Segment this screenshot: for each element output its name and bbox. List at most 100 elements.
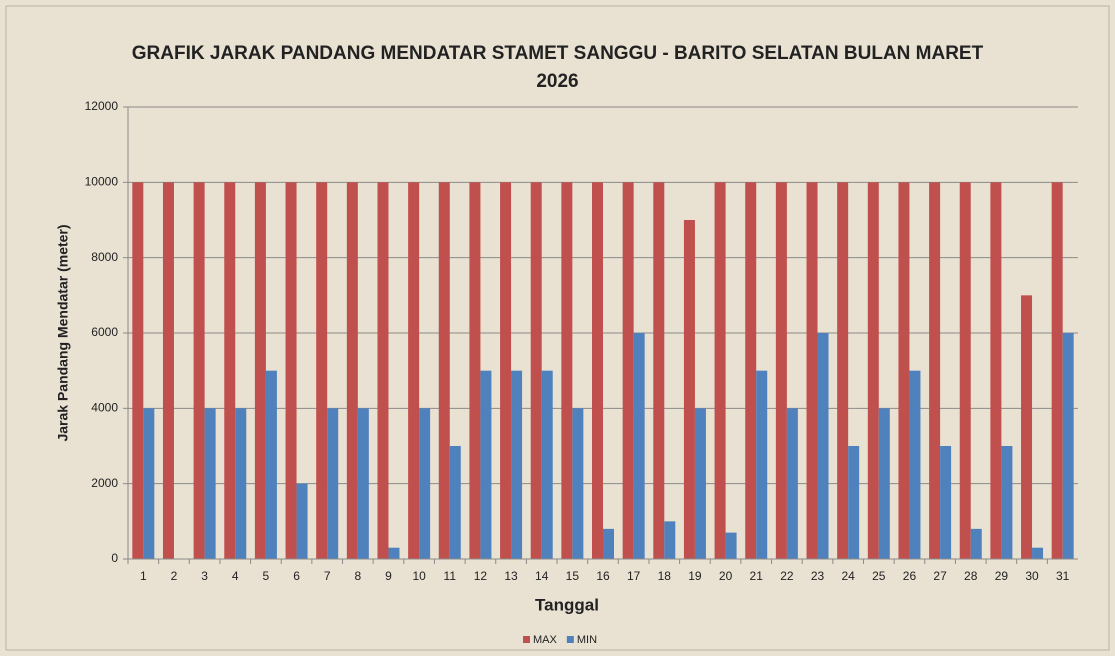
bar: [224, 182, 236, 560]
bar: [346, 182, 358, 560]
y-axis-label: Jarak Pandang Mendatar (meter): [55, 224, 71, 441]
bar: [683, 220, 695, 559]
bar: [480, 370, 492, 559]
bar: [878, 408, 890, 559]
y-tick-label: 4000: [91, 401, 118, 415]
bar: [898, 182, 910, 560]
bar: [786, 408, 798, 559]
bar: [500, 182, 512, 560]
legend-label: MIN: [577, 634, 597, 646]
bar: [622, 182, 634, 560]
bar: [204, 408, 216, 559]
bar: [603, 528, 614, 559]
bar: [572, 408, 584, 559]
x-tick-label: 26: [903, 569, 917, 583]
x-tick-label: 9: [385, 569, 392, 583]
x-tick-label: 20: [719, 569, 733, 583]
bar: [970, 528, 982, 559]
bar: [388, 547, 400, 559]
x-tick-label: 7: [324, 569, 331, 583]
bar: [664, 521, 676, 559]
bar: [438, 182, 450, 560]
x-tick-label: 15: [566, 569, 580, 583]
bar: [694, 408, 706, 559]
bar: [235, 408, 247, 559]
x-tick-label: 31: [1056, 569, 1070, 583]
bar: [1032, 547, 1044, 559]
bar: [449, 446, 461, 559]
x-tick-label: 8: [354, 569, 361, 583]
x-tick-label: 5: [263, 569, 270, 583]
bar: [377, 182, 389, 560]
bar: [592, 182, 603, 560]
bar: [265, 370, 277, 559]
x-tick-label: 24: [841, 569, 855, 583]
bar: [714, 182, 726, 560]
y-tick-label: 8000: [91, 250, 118, 264]
bar: [775, 182, 787, 560]
x-tick-label: 22: [780, 569, 794, 583]
bar: [561, 182, 573, 560]
bar: [909, 370, 921, 559]
x-tick-label: 2: [171, 569, 178, 583]
y-tick-label: 12000: [85, 99, 119, 113]
bar: [867, 182, 879, 560]
x-tick-label: 28: [964, 569, 978, 583]
bar: [633, 333, 645, 559]
x-tick-label: 1: [140, 569, 147, 583]
bar: [357, 408, 369, 559]
x-tick-label: 6: [293, 569, 300, 583]
bar: [806, 182, 818, 560]
bar: [1051, 182, 1063, 560]
bar: [162, 182, 174, 560]
y-tick-label: 6000: [91, 325, 118, 339]
x-tick-label: 3: [201, 569, 208, 583]
y-tick-label: 0: [111, 551, 118, 565]
x-tick-label: 16: [596, 569, 610, 583]
bar: [254, 182, 266, 560]
bar: [132, 182, 144, 560]
bar: [653, 182, 665, 560]
bar: [929, 182, 941, 560]
x-tick-label: 10: [412, 569, 426, 583]
bar: [469, 182, 481, 560]
y-tick-label: 2000: [91, 476, 118, 490]
bar: [959, 182, 971, 560]
bar: [1062, 333, 1074, 559]
x-tick-label: 13: [504, 569, 518, 583]
x-tick-label: 29: [995, 569, 1009, 583]
bar: [408, 182, 420, 560]
bar: [745, 182, 757, 560]
legend-label: MAX: [533, 634, 558, 646]
x-tick-label: 21: [750, 569, 764, 583]
x-tick-label: 11: [444, 569, 457, 583]
bar: [316, 182, 328, 560]
x-tick-label: 14: [535, 569, 549, 583]
bar: [837, 182, 849, 560]
bar: [940, 446, 952, 559]
x-axis-label: Tanggal: [535, 595, 599, 614]
bar: [419, 408, 431, 559]
x-tick-label: 17: [627, 569, 641, 583]
x-tick-label: 25: [872, 569, 886, 583]
bar: [327, 408, 339, 559]
x-tick-label: 30: [1025, 569, 1039, 583]
legend-swatch: [566, 636, 574, 643]
bar: [143, 408, 155, 559]
bar: [541, 370, 553, 559]
x-tick-label: 27: [933, 569, 947, 583]
chart-title: GRAFIK JARAK PANDANG MENDATAR STAMET SAN…: [131, 43, 984, 92]
x-tick-label: 19: [688, 569, 702, 583]
x-tick-label: 23: [811, 569, 825, 583]
bar: [530, 182, 542, 560]
bar: [725, 532, 737, 559]
bar: [817, 333, 829, 559]
bar: [1021, 295, 1033, 559]
x-tick-label: 4: [232, 569, 239, 583]
bar: [756, 370, 768, 559]
x-tick-label: 12: [474, 569, 488, 583]
y-tick-label: 10000: [85, 175, 119, 189]
bar: [1001, 446, 1013, 559]
